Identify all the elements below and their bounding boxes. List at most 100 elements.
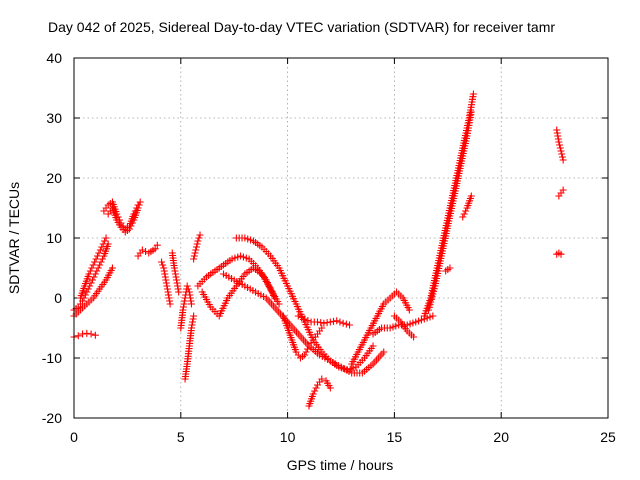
y-tick-label: 10 [46, 230, 62, 246]
data-point [301, 351, 309, 359]
data-point [89, 261, 97, 269]
data-point [469, 90, 477, 98]
data-point [304, 317, 312, 324]
data-point [559, 186, 567, 194]
data-point [151, 245, 159, 253]
y-tick-labels: -20 -10 0 10 20 30 40 [42, 50, 62, 426]
data-point [158, 258, 166, 266]
data-point [96, 261, 104, 269]
data-point [311, 387, 319, 395]
data-point [87, 279, 95, 287]
data-point [302, 348, 310, 356]
data-point [91, 270, 99, 278]
data-point [153, 241, 161, 249]
data-point [74, 332, 82, 340]
data-point [175, 288, 183, 296]
data-point [346, 321, 354, 329]
data-point [88, 264, 96, 272]
data-point [446, 264, 454, 272]
x-tick-labels: 0 5 10 15 20 25 [70, 429, 616, 445]
data-point [93, 267, 101, 275]
data-point [99, 240, 107, 248]
y-tick-label: 0 [54, 290, 62, 306]
data-point [89, 276, 97, 284]
data-point [193, 240, 201, 248]
x-tick-label: 10 [280, 429, 296, 445]
data-point [126, 225, 134, 233]
data-point [301, 315, 309, 323]
y-tick-label: 20 [46, 170, 62, 186]
data-point [95, 249, 103, 257]
data-point [101, 237, 109, 245]
data-point [380, 348, 388, 356]
data-point [190, 312, 198, 320]
data-point [134, 204, 142, 212]
y-tick-label: -10 [42, 350, 62, 366]
data-point [410, 333, 418, 341]
data-point [320, 319, 328, 327]
data-point [339, 319, 347, 327]
data-point [555, 138, 563, 146]
y-tick-label: 40 [46, 50, 62, 66]
data-point [91, 258, 99, 266]
data-point [557, 147, 565, 155]
x-axis-title: GPS time / hours [287, 457, 394, 473]
data-point [97, 258, 105, 266]
data-point [330, 317, 338, 325]
data-points [70, 90, 567, 410]
data-point [462, 207, 470, 215]
data-point [557, 250, 565, 258]
data-point [342, 320, 350, 328]
data-point [93, 252, 101, 260]
data-point [312, 384, 320, 392]
data-point [275, 300, 283, 308]
data-point [83, 288, 91, 296]
data-point [195, 234, 203, 242]
data-point [102, 234, 110, 242]
data-point [429, 312, 437, 320]
data-point [192, 246, 200, 254]
data-point [405, 306, 413, 314]
data-point [91, 331, 99, 339]
data-point [98, 255, 106, 263]
data-point [190, 252, 198, 260]
data-point [108, 264, 116, 272]
x-tick-label: 0 [70, 429, 78, 445]
data-point [318, 375, 326, 383]
grid [74, 58, 608, 418]
data-point [92, 255, 100, 263]
data-point [127, 222, 135, 230]
data-point [459, 213, 467, 221]
data-point [467, 108, 475, 116]
data-point [294, 312, 302, 320]
plot-frame [73, 57, 609, 419]
data-point [79, 330, 87, 338]
data-point [556, 144, 564, 152]
data-point [558, 150, 566, 158]
data-point [184, 285, 192, 293]
data-point [98, 243, 106, 251]
data-point [559, 156, 567, 164]
data-point [90, 273, 98, 281]
y-axis-title: SDTVAR / TECUs [6, 182, 22, 294]
data-point [460, 210, 468, 218]
data-point [190, 255, 198, 263]
data-point [317, 319, 325, 327]
data-point [136, 198, 144, 206]
x-tick-label: 15 [387, 429, 403, 445]
data-point [191, 249, 199, 257]
data-point [83, 329, 91, 337]
data-point [323, 319, 331, 327]
data-point [86, 267, 94, 275]
y-tick-label: 30 [46, 110, 62, 126]
data-point [87, 330, 95, 338]
data-point [194, 237, 202, 245]
data-point [135, 201, 143, 209]
data-point [556, 141, 564, 149]
data-point [166, 300, 174, 308]
x-tick-label: 20 [493, 429, 509, 445]
x-tick-label: 25 [600, 429, 616, 445]
data-point [85, 270, 93, 278]
data-point [159, 261, 167, 269]
